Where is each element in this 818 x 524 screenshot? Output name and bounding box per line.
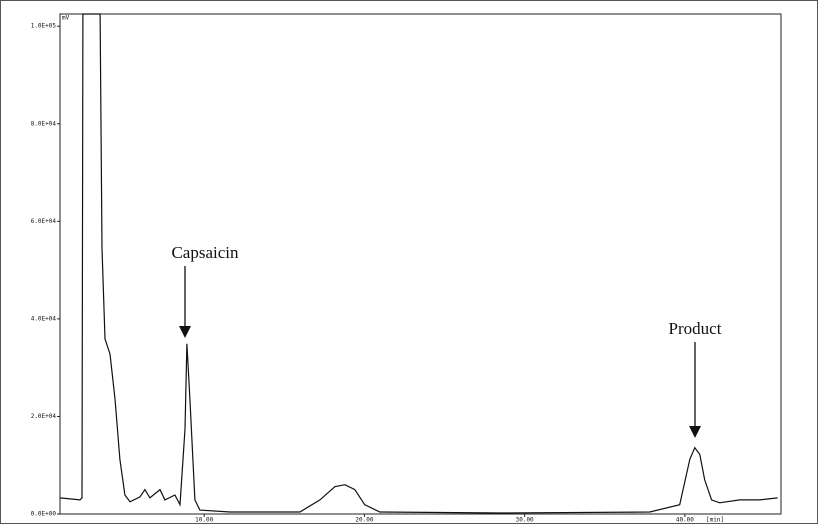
x-tick-label: 20.00 — [355, 517, 373, 524]
y-tick-label: 2.0E+04 — [31, 413, 57, 420]
trace — [59, 13, 778, 514]
y-tick-label: 0.0E+00 — [31, 511, 57, 518]
y-axis-label: mV — [62, 15, 70, 22]
x-tick-label: 10.00 — [195, 517, 213, 524]
annotation: Capsaicin — [171, 243, 239, 262]
y-tick-label: 6.0E+04 — [31, 218, 57, 225]
arrow-head — [179, 326, 191, 338]
x-axis-label: [min] — [706, 517, 724, 524]
y-tick-label: 1.0E+05 — [31, 23, 57, 30]
x-tick-label: 30.00 — [516, 517, 534, 524]
x-tick-label: 40.00 — [676, 517, 694, 524]
plot-frame — [59, 13, 782, 515]
annotation: Product — [669, 319, 722, 338]
arrow-head — [689, 426, 701, 438]
y-tick-label: 8.0E+04 — [31, 120, 57, 127]
y-tick-label: 4.0E+04 — [31, 315, 57, 322]
